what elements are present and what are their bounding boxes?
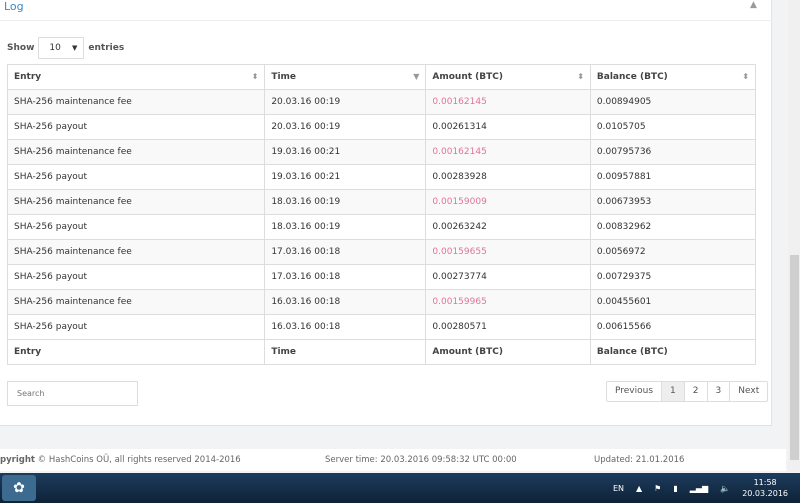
entry-cell: SHA-256 maintenance fee — [6, 189, 266, 215]
search-input[interactable] — [7, 381, 138, 406]
entry-cell: SHA-256 maintenance fee — [6, 239, 266, 265]
signal-icon[interactable]: ▂▄▆ — [689, 483, 709, 493]
flag-icon[interactable]: ⚑ — [654, 483, 662, 493]
divider — [0, 20, 772, 21]
system-tray: EN ▲ ⚑ ▮ ▂▄▆ 🔈 11:58 20.03.2016 — [613, 477, 788, 499]
caret-down-icon: ▼ — [72, 44, 78, 52]
amount-cell: 0.00263242 — [425, 214, 591, 240]
balance-cell: 0.0056972 — [589, 239, 757, 265]
time-cell: 19.03.16 00:21 — [264, 164, 427, 190]
amount-cell: 0.00162145 — [425, 89, 591, 115]
amount-cell: 0.00159009 — [425, 189, 591, 215]
sort-icon: ⬍ — [251, 72, 259, 81]
entry-cell: SHA-256 payout — [6, 264, 266, 290]
balance-cell: 0.00455601 — [589, 289, 757, 315]
amount-cell: 0.00280571 — [425, 314, 591, 340]
table-row: SHA-256 maintenance fee 17.03.16 00:18 0.0… — [6, 239, 757, 265]
time-cell: 16.03.16 00:18 — [264, 289, 427, 315]
footer-entry: Entry — [6, 339, 266, 365]
amount-cell: 0.00162145 — [425, 139, 591, 165]
amount-cell: 0.00159655 — [425, 239, 591, 265]
balance-cell: 0.00729375 — [589, 264, 757, 290]
table-row: SHA-256 payout 18.03.16 00:19 0.00263242 0.… — [6, 214, 757, 240]
log-table: Entry ⬍ Time ▼ Amount (BTC) ⬍ Balance (BTC)… — [6, 64, 757, 365]
copyright-text: © HashCoins OÜ, all rights reserved 2014… — [37, 455, 241, 465]
time-cell: 17.03.16 00:18 — [264, 264, 427, 290]
table-row: SHA-256 payout 20.03.16 00:19 0.00261314 0.… — [6, 114, 757, 140]
next-button[interactable]: Next — [738, 386, 760, 396]
page-2-button[interactable]: 2 — [685, 382, 708, 401]
volume-icon[interactable]: 🔈 — [720, 483, 731, 493]
taskbar: ✿ EN ▲ ⚑ ▮ ▂▄▆ 🔈 11:58 20.03.2016 — [0, 473, 800, 503]
page-footer: pyright © HashCoins OÜ, all rights reser… — [0, 449, 786, 471]
footer-amount: Amount (BTC) — [425, 339, 591, 365]
entry-cell: SHA-256 payout — [6, 164, 266, 190]
time-cell: 20.03.16 00:19 — [264, 89, 427, 115]
footer-time: Time — [264, 339, 427, 365]
table-row: SHA-256 maintenance fee 20.03.16 00:19 0.0… — [6, 89, 757, 115]
entry-cell: SHA-256 maintenance fee — [6, 89, 266, 115]
amount-cell: 0.00159965 — [425, 289, 591, 315]
clock[interactable]: 11:58 20.03.2016 — [742, 478, 788, 498]
header-entry[interactable]: Entry ⬍ — [6, 64, 266, 90]
battery-icon[interactable]: ▮ — [673, 483, 678, 493]
page-length-value: 10 — [49, 43, 61, 53]
time-cell: 16.03.16 00:18 — [264, 314, 427, 340]
entry-cell: SHA-256 payout — [6, 114, 266, 140]
sort-icon: ⬍ — [742, 72, 749, 81]
balance-cell: 0.00615566 — [589, 314, 757, 340]
previous-button[interactable]: Previous — [607, 382, 663, 401]
scrollbar-thumb[interactable] — [790, 255, 799, 460]
table-row: SHA-256 maintenance fee 16.03.16 00:18 0.0… — [6, 289, 757, 315]
page-1-button[interactable]: 1 — [662, 382, 685, 401]
sort-icon: ⬍ — [577, 72, 584, 81]
page-length-control: Show 10 ▼ entries — [7, 37, 124, 59]
table-row: SHA-256 payout 16.03.16 00:18 0.00280571 0.… — [6, 314, 757, 340]
table-row: SHA-256 payout 19.03.16 00:21 0.00283928 0.… — [6, 164, 757, 190]
time-cell: 19.03.16 00:21 — [264, 139, 427, 165]
entry-cell: SHA-256 payout — [6, 214, 266, 240]
entry-cell: SHA-256 maintenance fee — [6, 139, 266, 165]
balance-cell: 0.00795736 — [589, 139, 757, 165]
start-button-icon[interactable]: ✿ — [2, 475, 36, 501]
amount-cell: 0.00261314 — [425, 114, 591, 140]
sort-desc-icon: ▼ — [413, 72, 420, 81]
show-label: Show — [7, 43, 35, 53]
panel-title: Log — [4, 0, 24, 13]
footer-balance: Balance (BTC) — [589, 339, 757, 365]
table-row: SHA-256 maintenance fee 19.03.16 00:21 0.0… — [6, 139, 757, 165]
balance-cell: 0.0105705 — [589, 114, 757, 140]
balance-cell: 0.00957881 — [589, 164, 757, 190]
entry-cell: SHA-256 maintenance fee — [6, 289, 266, 315]
amount-cell: 0.00273774 — [425, 264, 591, 290]
language-indicator[interactable]: EN — [612, 483, 625, 493]
time-cell: 17.03.16 00:18 — [264, 239, 427, 265]
balance-cell: 0.00894905 — [589, 89, 757, 115]
server-time: Server time: 20.03.2016 09:58:32 UTC 00:… — [325, 455, 517, 465]
show-hidden-icons-icon[interactable]: ▲ — [636, 483, 643, 493]
header-balance[interactable]: Balance (BTC) ⬍ — [589, 64, 757, 90]
entry-cell: SHA-256 payout — [6, 314, 266, 340]
updated-date: Updated: 21.01.2016 — [594, 455, 685, 465]
balance-cell: 0.00832962 — [589, 214, 757, 240]
header-time[interactable]: Time ▼ — [264, 64, 427, 90]
table-row: SHA-256 maintenance fee 18.03.16 00:19 0.0… — [6, 189, 757, 215]
table-row: SHA-256 payout 17.03.16 00:18 0.00273774 0.… — [6, 264, 757, 290]
balance-cell: 0.00673953 — [589, 189, 757, 215]
page-length-select[interactable]: 10 ▼ — [38, 37, 85, 59]
copyright-bold: pyright — [0, 455, 35, 465]
entries-label: entries — [88, 43, 125, 53]
page-3-button[interactable]: 3 — [708, 382, 731, 401]
pagination: Previous 1 2 3 Next — [606, 381, 769, 402]
amount-cell: 0.00283928 — [425, 164, 591, 190]
time-cell: 18.03.16 00:19 — [264, 189, 427, 215]
time-cell: 18.03.16 00:19 — [264, 214, 427, 240]
collapse-chevron-up-icon[interactable]: ▲ — [750, 0, 757, 10]
header-amount[interactable]: Amount (BTC) ⬍ — [425, 64, 591, 90]
time-cell: 20.03.16 00:19 — [264, 114, 427, 140]
